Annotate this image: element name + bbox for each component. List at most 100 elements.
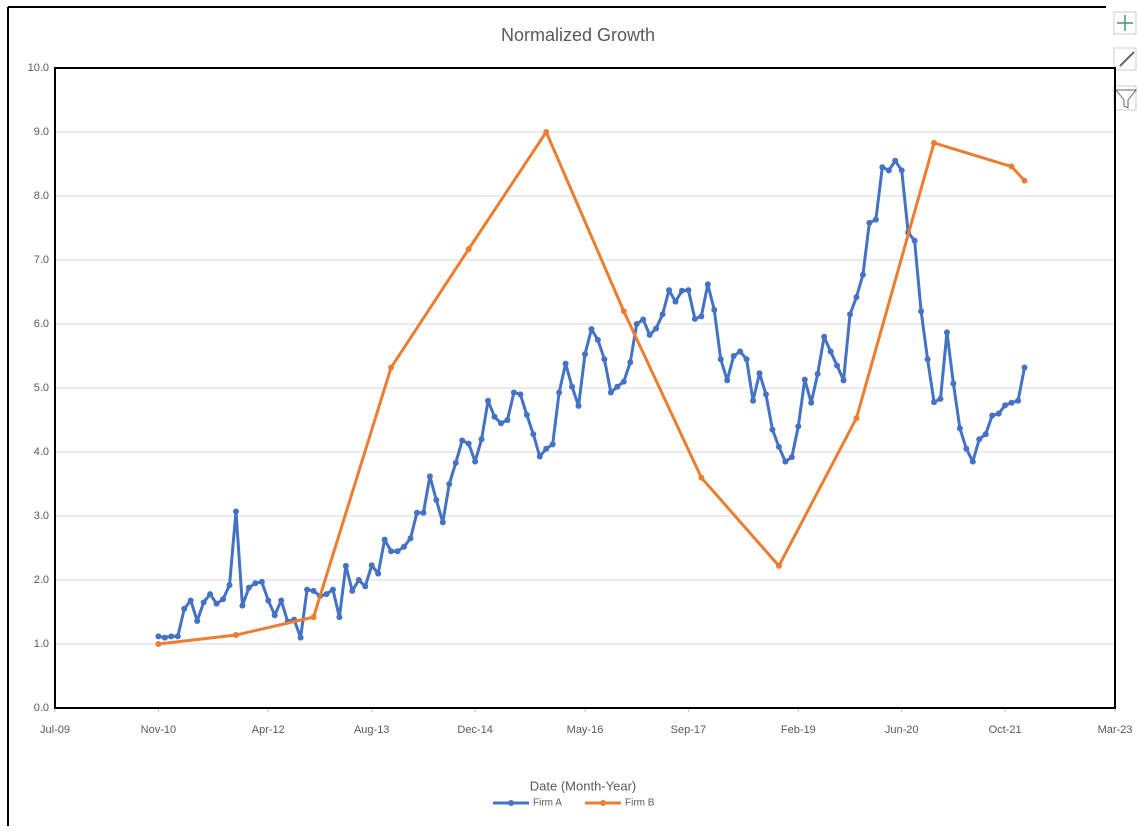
chart-title: Normalized Growth (501, 25, 655, 45)
data-point (439, 519, 446, 526)
plus-icon (1117, 15, 1133, 31)
data-point (594, 337, 601, 343)
data-point (381, 536, 388, 543)
data-point (549, 441, 556, 448)
data-point (426, 473, 433, 480)
y-tick-label: 6.0 (34, 318, 49, 330)
data-point (194, 617, 201, 624)
y-tick-label: 5.0 (34, 382, 49, 394)
data-point (239, 602, 246, 609)
style-button[interactable] (1113, 47, 1137, 71)
data-point (775, 562, 782, 569)
data-point (504, 417, 511, 423)
data-point (536, 453, 543, 460)
data-point (245, 584, 252, 591)
data-point (659, 311, 666, 318)
data-point (795, 423, 802, 430)
data-point (362, 583, 369, 590)
data-point (556, 389, 563, 396)
data-point (775, 443, 782, 450)
data-point (918, 308, 925, 315)
data-point (943, 329, 950, 336)
legend-marker (508, 800, 514, 806)
data-point (278, 597, 285, 604)
y-tick-label: 4.0 (34, 446, 49, 458)
data-point (963, 445, 970, 452)
data-point (161, 634, 168, 641)
data-point (698, 313, 705, 320)
data-point (607, 389, 614, 396)
data-point (446, 481, 453, 487)
data-point (834, 362, 841, 369)
data-point (601, 356, 608, 363)
data-point (892, 157, 899, 164)
data-point (1008, 163, 1015, 170)
data-point (788, 454, 795, 461)
x-tick-label: Jul-09 (40, 724, 70, 736)
data-point (717, 356, 724, 363)
data-point (750, 397, 757, 404)
data-point (368, 562, 375, 569)
data-point (543, 129, 550, 135)
data-point (232, 508, 239, 515)
data-point (633, 321, 640, 327)
chart-tools[interactable] (1113, 11, 1138, 111)
plot-area-border (54, 67, 1116, 709)
data-point (213, 600, 220, 607)
data-point (420, 509, 427, 516)
y-tick-label: 7.0 (34, 254, 49, 266)
data-point (808, 399, 815, 406)
data-point (310, 614, 317, 621)
data-point (459, 437, 466, 444)
data-point (342, 562, 349, 569)
data-point (465, 440, 472, 447)
data-point (853, 294, 860, 301)
data-point (543, 445, 550, 452)
data-point (226, 582, 233, 589)
data-point (885, 167, 892, 174)
y-tick-label: 8.0 (34, 190, 49, 202)
data-point (155, 641, 162, 647)
data-point (756, 370, 763, 377)
data-point (297, 634, 304, 641)
data-point (879, 164, 886, 171)
data-point (1015, 397, 1022, 404)
data-point (562, 360, 569, 367)
data-point (582, 351, 588, 358)
data-point (743, 356, 750, 363)
data-point (207, 591, 214, 598)
data-point (569, 383, 576, 390)
data-point (310, 587, 317, 594)
data-point (931, 139, 938, 146)
data-point (1021, 177, 1028, 184)
data-point (252, 580, 259, 587)
data-point (969, 458, 976, 465)
data-point (394, 548, 401, 555)
y-tick-label: 3.0 (34, 510, 49, 522)
data-point (304, 586, 311, 593)
data-point (640, 316, 647, 323)
data-point (168, 633, 175, 640)
x-tick-label: Jun-20 (885, 724, 919, 736)
data-point (666, 287, 673, 294)
y-tick-label: 2.0 (34, 574, 49, 586)
data-point (523, 411, 530, 418)
data-point (329, 586, 336, 593)
data-point (827, 348, 834, 355)
data-point (911, 237, 918, 244)
data-point (866, 219, 873, 226)
legend-label: Firm B (625, 798, 655, 809)
data-point (691, 315, 698, 322)
data-point (730, 353, 737, 359)
data-point (872, 216, 879, 223)
data-point (181, 605, 188, 612)
data-point (956, 425, 963, 432)
data-point (575, 402, 582, 409)
data-point (491, 413, 498, 420)
data-point (672, 298, 679, 305)
data-point (982, 431, 989, 438)
data-point (485, 397, 492, 404)
x-tick-label: Nov-10 (141, 724, 176, 736)
